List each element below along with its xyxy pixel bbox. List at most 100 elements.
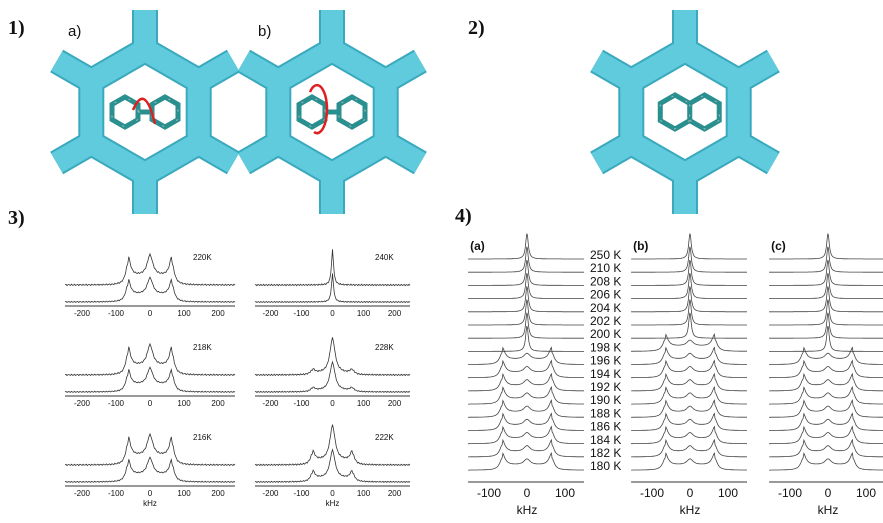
spectrum <box>631 453 747 470</box>
temp-label: 216K <box>193 433 212 442</box>
spectrum <box>769 361 883 378</box>
panel-label: 4) <box>455 205 472 227</box>
tick-label: 0 <box>330 489 335 498</box>
tick-label: -200 <box>74 489 91 498</box>
temp-label: 202 K <box>590 314 621 328</box>
panel-label: 2) <box>468 17 485 39</box>
tick-label: 0 <box>825 486 832 500</box>
tick-label: -100 <box>293 489 310 498</box>
temp-label: 222K <box>375 433 394 442</box>
temp-label: 204 K <box>590 301 621 315</box>
molecule <box>660 95 719 129</box>
spectrum <box>769 427 883 444</box>
sub-label: (c) <box>771 239 786 253</box>
tick-label: 200 <box>388 489 402 498</box>
spectrum <box>468 326 584 351</box>
tick-label: -100 <box>108 489 125 498</box>
temp-label: 190 K <box>590 393 621 407</box>
tick-label: 100 <box>718 486 738 500</box>
spectrum <box>631 348 747 365</box>
spectrum <box>255 274 410 303</box>
temp-label: 208 K <box>590 274 621 288</box>
spectrum <box>769 374 883 391</box>
tick-label: 0 <box>148 309 153 318</box>
spectrum <box>65 367 235 392</box>
tick-label: 100 <box>856 486 876 500</box>
spectrum <box>468 427 584 444</box>
framework <box>597 10 774 214</box>
spectrum <box>468 348 584 365</box>
tick-label: 200 <box>211 309 225 318</box>
spectrum <box>255 450 410 483</box>
tick-label: 100 <box>357 489 371 498</box>
tick-label: 200 <box>211 399 225 408</box>
spectrum <box>468 361 584 378</box>
tick-label: 0 <box>524 486 531 500</box>
temp-label: 186 K <box>590 420 621 434</box>
tick-label: 200 <box>211 489 225 498</box>
tick-label: 0 <box>330 309 335 318</box>
spectrum <box>631 440 747 457</box>
tick-label: -100 <box>293 309 310 318</box>
temp-label: 210 K <box>590 261 621 275</box>
axis-label: kHz <box>818 503 839 517</box>
spectrum <box>769 348 883 365</box>
temp-label: 250 K <box>590 248 621 262</box>
axis-label: kHz <box>326 499 340 508</box>
temp-label: 184 K <box>590 433 621 447</box>
tick-label: -100 <box>477 486 501 500</box>
tick-label: 100 <box>357 309 371 318</box>
tick-label: -200 <box>262 489 279 498</box>
panel-label: 1) <box>8 17 25 39</box>
temp-label: 180 K <box>590 459 621 473</box>
spectrum <box>468 453 584 470</box>
spectrum <box>468 400 584 417</box>
spectrum <box>468 414 584 431</box>
spectrum <box>65 277 235 302</box>
spectrum <box>769 387 883 404</box>
tick-label: -200 <box>262 399 279 408</box>
temp-label: 196 K <box>590 354 621 368</box>
spectrum <box>631 387 747 404</box>
tick-label: -100 <box>108 399 125 408</box>
spectrum <box>255 425 410 466</box>
spectrum <box>468 387 584 404</box>
tick-label: 100 <box>555 486 575 500</box>
temp-label: 220K <box>193 253 212 262</box>
spectrum <box>631 427 747 444</box>
spectrum <box>631 374 747 391</box>
tick-label: 0 <box>148 489 153 498</box>
tick-label: 0 <box>330 399 335 408</box>
molecule <box>299 97 365 127</box>
tick-label: 100 <box>177 399 191 408</box>
tick-label: 0 <box>687 486 694 500</box>
temp-label: 218K <box>193 343 212 352</box>
temp-label: 182 K <box>590 446 621 460</box>
temp-label: 192 K <box>590 380 621 394</box>
tick-label: 100 <box>177 489 191 498</box>
temp-label: 228K <box>375 343 394 352</box>
tick-label: -200 <box>74 309 91 318</box>
tick-label: 100 <box>177 309 191 318</box>
spectrum <box>769 453 883 470</box>
sub-label: b) <box>258 23 271 40</box>
tick-label: 0 <box>148 399 153 408</box>
spectrum <box>468 440 584 457</box>
tick-label: 100 <box>357 399 371 408</box>
spectrum <box>631 414 747 431</box>
spectrum <box>769 234 883 259</box>
tick-label: -200 <box>262 309 279 318</box>
tick-label: -100 <box>778 486 802 500</box>
spectrum <box>631 400 747 417</box>
panel-label: 3) <box>8 207 25 229</box>
temp-label: 188 K <box>590 406 621 420</box>
tick-label: -100 <box>640 486 664 500</box>
temp-label: 200 K <box>590 327 621 341</box>
tick-label: 200 <box>388 309 402 318</box>
tick-label: -100 <box>108 309 125 318</box>
spectrum <box>255 362 410 393</box>
sub-label: a) <box>68 23 81 40</box>
tick-label: -100 <box>293 399 310 408</box>
spectrum <box>769 440 883 457</box>
spectrum <box>631 361 747 378</box>
